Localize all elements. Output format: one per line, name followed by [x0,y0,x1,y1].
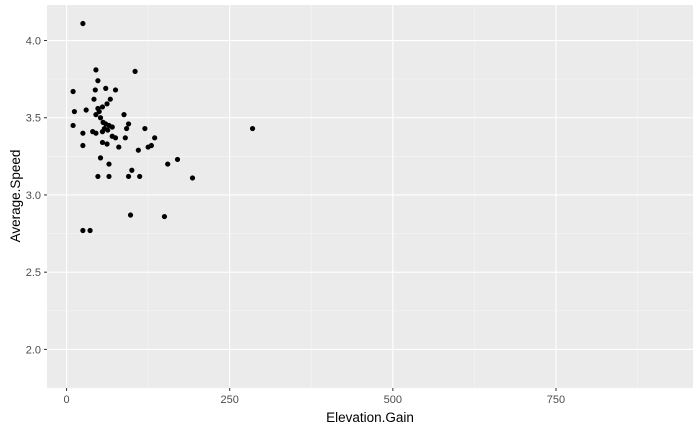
data-point [112,87,119,93]
x-tick-label: 250 [221,394,239,406]
data-point [107,96,113,102]
y-tick-label: 2.0 [26,344,41,356]
data-point [80,20,86,27]
data-point [105,127,111,133]
data-point [95,78,101,84]
data-point [189,175,196,181]
data-point [125,173,132,180]
data-point [93,130,99,136]
data-point [80,142,86,149]
data-point [104,141,110,147]
data-point [103,85,109,91]
data-point [161,213,168,220]
data-point [165,161,171,167]
minor-gridlines [47,5,693,389]
data-point [104,101,110,107]
y-axis-ticks: 2.0 2.5 3.0 3.5 4.0 [26,36,47,356]
data-point [106,173,112,180]
plot-panel [47,5,693,388]
data-point [109,124,115,130]
data-point [152,135,158,141]
data-point [95,105,101,112]
y-tick-label: 2.5 [26,267,41,279]
data-point [83,107,89,113]
data-point [106,161,112,167]
data-point [93,112,99,118]
y-axis-title: Average.Speed [8,150,23,243]
data-point [97,115,104,121]
data-point [80,130,86,136]
x-axis-title: Elevation.Gain [326,410,414,425]
x-tick-label: 0 [64,394,70,406]
data-point [148,142,155,149]
data-point [122,135,128,141]
data-point [91,96,97,102]
data-points [70,20,256,234]
data-point [174,156,181,163]
data-point [92,87,98,93]
x-tick-label: 500 [384,394,402,406]
data-point [125,121,132,127]
data-point [142,125,148,132]
x-axis-ticks: 0 250 500 750 [64,388,565,406]
data-point [249,125,256,132]
data-point [93,67,99,73]
data-point [87,227,93,234]
data-point [80,227,86,234]
x-tick-label: 750 [547,394,565,406]
y-tick-label: 4.0 [26,36,41,48]
data-point [132,68,138,75]
data-point [112,135,119,141]
data-point [99,104,106,110]
data-point [97,155,104,161]
data-point [70,122,76,129]
data-point [135,147,141,153]
data-point [99,139,106,146]
data-point [116,144,122,150]
data-point [95,173,101,180]
y-tick-label: 3.0 [26,190,41,202]
data-point [70,88,76,95]
data-point [71,108,78,115]
y-tick-label: 3.5 [26,113,41,125]
major-gridlines [47,5,693,388]
data-point [129,167,135,173]
data-point [121,112,127,118]
data-point [127,212,134,218]
data-point [137,173,143,180]
data-point [124,125,130,132]
